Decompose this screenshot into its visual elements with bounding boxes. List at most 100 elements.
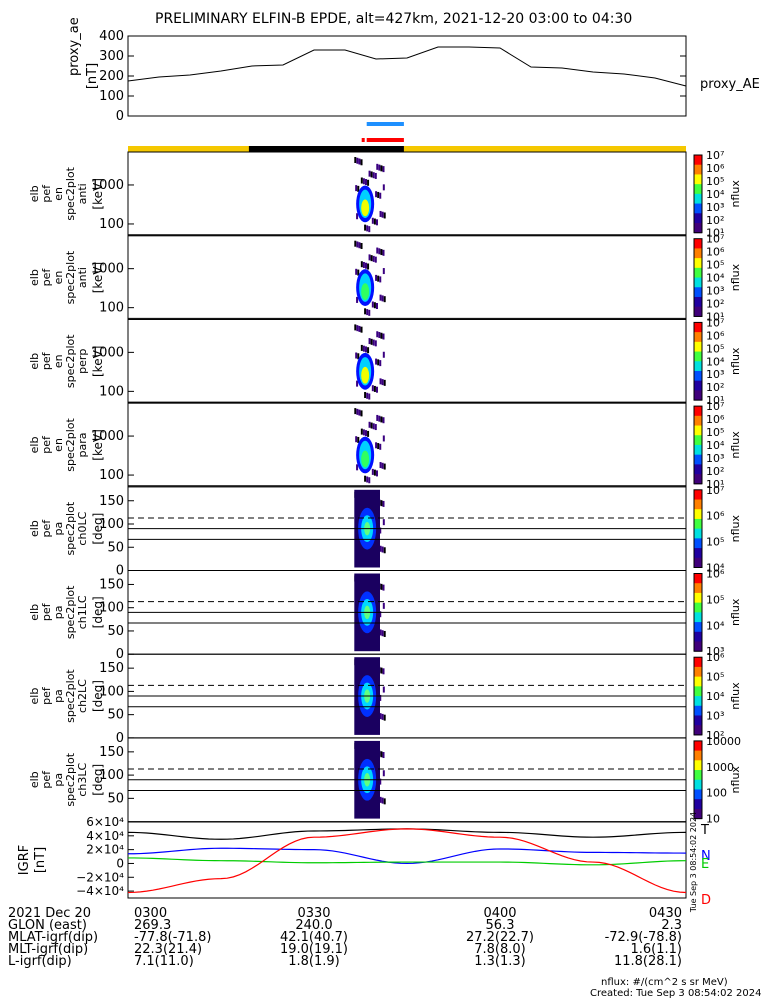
energy-tick-label: 100 [99,468,124,483]
spec-panel-7 [127,653,703,739]
plot-title: PRELIMINARY ELFIN-B EPDE, alt=427km, 202… [155,11,633,27]
colorbar-tick-label: 10³ [706,709,724,722]
colorbar-segment [694,370,702,382]
spec-noise-mark [372,172,375,179]
spec-noise-mark [378,164,381,171]
colorbar-label: nflux [729,180,742,208]
spec-noise-mark [375,274,378,281]
spec-axis-label-word: pef [40,770,53,789]
colorbar-tick-label: 100 [706,787,727,800]
spec-axis-label-word: spec2plot [64,752,77,806]
colorbar-tick-label: 10⁷ [706,233,724,246]
colorbar-label: nflux [729,766,742,794]
colorbar-tick-label: 10² [706,214,724,227]
spec-axis-label-word: spec2plot [64,250,77,304]
spec-noise-mark [374,172,377,179]
spec-noise-mark [382,351,385,358]
spec-noise-mark [367,263,370,270]
spec-noise-mark [379,360,382,367]
spec-axis-label-word: pef [40,184,53,203]
science-zone-bar [128,146,686,152]
spec-panel-4 [127,402,703,488]
spec-axis-label-word: pef [40,435,53,454]
spec-noise-mark [360,177,363,184]
spec-panel-2 [127,235,703,320]
spec-noise-mark [376,331,379,338]
spec-noise-mark [370,338,373,345]
colorbar-tick-label: 10⁴ [706,619,725,632]
spec-noise-mark [383,798,386,805]
colorbar-tick-label: 10² [706,297,724,310]
colorbar-tick-label: 1000 [706,761,734,774]
spec-axis-label-word: elb [28,771,41,788]
colorbar-segment [694,322,702,333]
spec-panel-frame [127,402,687,488]
spec-noise-mark [354,324,357,331]
igrf-tick-label: −2×10⁴ [76,870,124,884]
colorbar-tick-label: 10 [706,813,720,826]
spec-noise-mark [377,359,380,366]
spec-core-inner [361,283,370,300]
spec-noise-mark [383,379,386,386]
spec-noise-mark [376,414,379,421]
colorbar-segment [694,213,702,224]
spec-noise-mark [358,242,361,249]
spec-noise-mark [356,296,359,303]
spec-axis-label-word: anti [76,267,89,288]
colorbar-segment [694,666,702,678]
spec-noise-mark [378,415,381,422]
spec-noise-mark [355,185,358,192]
footer-row-label: L-igrf(dip) [8,954,72,969]
colorbar-segment [694,155,702,166]
spec-noise-mark [376,163,379,170]
colorbar-tick-label: 10000 [706,735,741,748]
igrf-label-T: T [700,823,709,838]
colorbar-segment [694,489,702,501]
spec-noise-mark [372,339,375,346]
spec-noise-mark [382,668,385,675]
spec-noise-mark [379,276,382,283]
spec-noise-mark [381,211,384,218]
colorbar-tick-label: 10⁴ [706,439,725,452]
spec-noise-mark [354,240,357,247]
colorbar-label: nflux [729,598,742,626]
colorbar-segment [694,341,702,353]
spec-axis-label-word: pef [40,351,53,370]
colorbar-segment [694,174,702,185]
colorbar-tick-label: 10⁶ [706,329,725,342]
spec-noise-mark [371,217,374,224]
colorbar-tick-label: 10³ [706,452,724,465]
igrf-side-timestamp: Tue Sep 3 08:54:02 2024 [689,812,698,913]
colorbar-segment [694,238,702,249]
spec-axis-label-word: en [52,438,65,452]
spec-noise-mark [370,255,373,262]
ae-panel-frame [127,35,687,117]
ae-axis-label: proxy_ae [67,17,82,76]
colorbar-segment [694,390,702,401]
spec-noise-mark [366,476,369,483]
igrf-tick-label: 6×10⁴ [86,815,124,829]
spec-noise-mark [381,546,384,553]
spec-noise-mark [358,325,361,332]
spec-noise-mark [366,309,369,316]
spec-noise-mark [366,225,369,232]
colorbar-frame [693,238,703,317]
spec-noise-mark [382,686,385,693]
igrf-axis-label: IGRF [17,845,32,875]
units-note: nflux: #/(cm^2 s sr MeV) [601,977,728,988]
spec-axis-label-word: ch2LC [76,679,89,713]
colorbar-segment [694,808,702,820]
spec-axis-label-word: spec2plot [64,585,77,639]
pa-tick-label: 50 [107,624,124,639]
colorbar-segment [694,548,702,559]
colorbar-frame [693,740,703,820]
colorbar-segment [694,361,702,372]
colorbar-segment [694,518,702,530]
spec-noise-mark [382,184,385,191]
spec-noise-mark [357,269,360,276]
colorbar-segment [694,296,702,308]
igrf-tick-label: 0 [116,856,124,870]
igrf-label-N: N [701,849,711,864]
spec-noise-mark [379,713,382,720]
